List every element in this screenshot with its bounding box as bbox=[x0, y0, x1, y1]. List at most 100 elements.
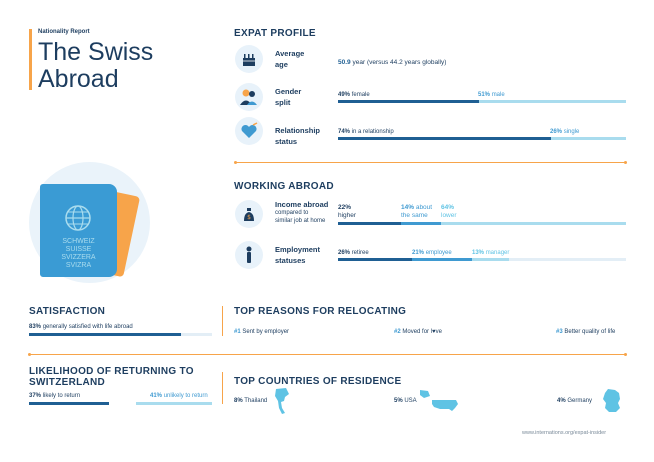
reasons-heading: TOP REASONS FOR RELOCATING bbox=[234, 306, 407, 317]
germany-map-icon bbox=[603, 389, 620, 412]
relationship-label-line: Relationship bbox=[275, 126, 321, 135]
satisfaction-text: 83% generally satisfied with life abroad bbox=[29, 324, 133, 330]
relationship-single-text: 26% single bbox=[550, 129, 579, 135]
vertical-divider bbox=[222, 306, 223, 336]
reason-label: Sent by employer bbox=[242, 329, 290, 335]
passport-line: SUISSE bbox=[65, 246, 92, 253]
reason-rank: #3 bbox=[556, 329, 563, 335]
footer-url[interactable]: www.internations.org/expat-insider bbox=[522, 430, 607, 436]
cake-icon bbox=[235, 45, 263, 73]
relationship-label: Relationship status bbox=[275, 125, 320, 147]
svg-text:$: $ bbox=[247, 214, 251, 221]
employee-label: employee bbox=[425, 250, 452, 256]
country-item: 4% Germany bbox=[557, 398, 592, 404]
returning-heading-line: SWITZERLAND bbox=[29, 377, 106, 388]
relationship-label-line: status bbox=[275, 137, 298, 146]
usa-map-icon bbox=[420, 390, 458, 411]
employment-manager: 13% manager bbox=[472, 250, 509, 256]
unlikely-label: unlikely to return bbox=[163, 393, 208, 399]
gender-label: Gender split bbox=[275, 86, 301, 108]
gender-male-text: 51% male bbox=[478, 92, 505, 98]
income-label-line: similar job at home bbox=[275, 218, 326, 224]
female-label: female bbox=[351, 92, 370, 98]
gender-label-line: split bbox=[275, 98, 291, 107]
employment-label-line: statuses bbox=[275, 256, 306, 265]
manager-label: manager bbox=[485, 250, 510, 256]
retiree-pct: 26% bbox=[338, 250, 351, 256]
returning-bar-unlikely bbox=[136, 402, 212, 405]
employment-retiree: 26% retiree bbox=[338, 250, 369, 256]
likely-pct: 37% bbox=[29, 393, 42, 399]
age-label-line: age bbox=[275, 60, 288, 69]
thailand-map-icon bbox=[275, 388, 289, 414]
employment-label: Employment statuses bbox=[275, 244, 320, 266]
country-pct: 8% bbox=[234, 398, 243, 404]
rel-label: in a relationship bbox=[351, 129, 394, 135]
gender-bar-female bbox=[338, 100, 479, 103]
single-label: single bbox=[563, 129, 580, 135]
country-item: 8% Thailand bbox=[234, 398, 267, 404]
passport-line: SVIZZERA bbox=[61, 254, 96, 261]
people-icon bbox=[235, 83, 263, 111]
employee-pct: 21% bbox=[412, 250, 425, 256]
countries-heading: TOP COUNTRIES OF RESIDENCE bbox=[234, 376, 402, 387]
reason-rank: #1 bbox=[234, 329, 241, 335]
reason-label: Moved for l bbox=[402, 329, 433, 335]
income-higher-pct: 22% bbox=[338, 204, 352, 211]
income-label-line: Income abroad bbox=[275, 200, 329, 209]
returning-bar-track bbox=[29, 402, 212, 405]
returning-bar-likely bbox=[29, 402, 109, 405]
age-value: 50.9 bbox=[338, 59, 351, 66]
income-label: Income abroad compared to similar job at… bbox=[275, 201, 328, 225]
returning-likely: 37% likely to return bbox=[29, 393, 80, 399]
divider-dot bbox=[28, 353, 31, 356]
age-label-line: Average bbox=[275, 49, 305, 58]
gender-female-text: 49% female bbox=[338, 92, 370, 98]
income-same-pct: 14% bbox=[401, 204, 415, 211]
male-pct: 51% bbox=[478, 92, 491, 98]
income-lower-label: lower bbox=[441, 212, 457, 219]
income-same: 14% about the same bbox=[401, 204, 432, 220]
heart-icon bbox=[235, 117, 263, 145]
relationship-rel-text: 74% in a relationship bbox=[338, 129, 394, 135]
income-lower-pct: 64% bbox=[441, 204, 455, 211]
reason-label: ve bbox=[435, 329, 442, 335]
returning-heading: LIKELIHOOD OF RETURNING TO SWITZERLAND bbox=[29, 366, 194, 388]
employment-bar-employee bbox=[412, 258, 472, 261]
gender-bar-track bbox=[338, 100, 626, 103]
female-pct: 49% bbox=[338, 92, 351, 98]
employment-bar-retiree bbox=[338, 258, 412, 261]
divider-dot bbox=[234, 161, 237, 164]
single-pct: 26% bbox=[550, 129, 563, 135]
satisfaction-bar-fill bbox=[29, 333, 181, 336]
money-bag-icon: $ bbox=[235, 200, 263, 228]
heart-glyph: ♥ bbox=[432, 329, 436, 335]
working-abroad-heading: WORKING ABROAD bbox=[234, 181, 334, 192]
page-title-line2: Abroad bbox=[38, 65, 119, 93]
country-pct: 4% bbox=[557, 398, 566, 404]
income-lower: 64% lower bbox=[441, 204, 457, 220]
passport-line: SCHWEIZ bbox=[62, 238, 95, 245]
male-label: male bbox=[491, 92, 505, 98]
age-value-row: 50.9 year (versus 44.2 years globally) bbox=[338, 59, 446, 66]
country-name: USA bbox=[404, 398, 417, 404]
reason-item: #2 Moved for l♥ve bbox=[394, 329, 442, 335]
likely-label: likely to return bbox=[42, 393, 81, 399]
globe-icon bbox=[65, 205, 91, 231]
manager-pct: 13% bbox=[472, 250, 485, 256]
page-title-line1: The Swiss bbox=[38, 38, 154, 66]
divider bbox=[29, 354, 626, 355]
income-same-label: the same bbox=[401, 212, 428, 219]
expat-profile-heading: EXPAT PROFILE bbox=[234, 28, 316, 39]
passport-text: SCHWEIZ SUISSE SVIZZERA SVIZRA bbox=[40, 238, 117, 270]
returning-heading-line: LIKELIHOOD OF RETURNING TO bbox=[29, 366, 194, 377]
country-item: 5% USA bbox=[394, 398, 417, 404]
age-unit: year bbox=[352, 59, 366, 66]
satisfaction-label: generally satisfied with life abroad bbox=[42, 324, 133, 330]
unlikely-pct: 41% bbox=[150, 393, 163, 399]
age-note: (versus 44.2 years globally) bbox=[366, 59, 447, 66]
divider-dot bbox=[624, 161, 627, 164]
divider bbox=[235, 162, 626, 163]
person-icon bbox=[235, 241, 263, 269]
returning-unlikely: 41% unlikely to return bbox=[150, 393, 208, 399]
